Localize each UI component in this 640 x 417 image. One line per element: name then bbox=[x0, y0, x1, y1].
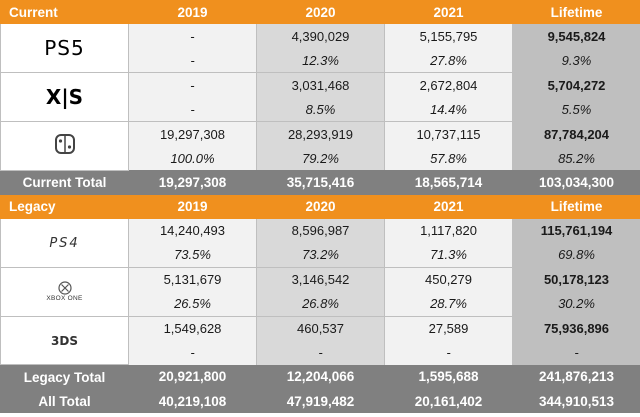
3ds-pct-2021: - bbox=[384, 340, 513, 365]
switch-2021: 10,737,115 bbox=[384, 121, 513, 146]
xbox-one-units-row: XBOX ONE 5,131,679 3,146,542 450,279 50,… bbox=[0, 267, 640, 317]
xbox-series-logo: X|S bbox=[0, 72, 129, 122]
xs-2020: 3,031,468 bbox=[256, 72, 385, 97]
ps4-2020: 8,596,987 bbox=[256, 218, 385, 243]
ps4-pct-2019: 73.5% bbox=[128, 242, 257, 268]
ps5-pct-2020: 12.3% bbox=[256, 48, 385, 73]
header-2020: 2020 bbox=[256, 0, 385, 24]
current-total-2019: 19,297,308 bbox=[128, 170, 257, 195]
legacy-total-label: Legacy Total bbox=[0, 364, 129, 389]
3ds-pct-row: - - - - bbox=[1, 340, 640, 365]
xb1-pct-2019: 26.5% bbox=[128, 291, 257, 317]
legacy-total-2019: 20,921,800 bbox=[128, 364, 257, 389]
current-total-row: Current Total 19,297,308 35,715,416 18,5… bbox=[0, 170, 640, 195]
current-header-row: Current 2019 2020 2021 Lifetime bbox=[0, 0, 640, 24]
switch-pct-2020: 79.2% bbox=[256, 146, 385, 170]
xs-pct-2019: - bbox=[128, 97, 257, 122]
switch-lifetime: 87,784,204 bbox=[512, 121, 640, 146]
header-lifetime: Lifetime bbox=[512, 0, 640, 24]
3ds-2021: 27,589 bbox=[384, 316, 513, 341]
ps5-lifetime: 9,545,824 bbox=[512, 24, 640, 48]
all-total-row: All Total 40,219,108 47,919,482 20,161,4… bbox=[0, 389, 640, 413]
all-total-2020: 47,919,482 bbox=[256, 389, 385, 413]
switch-logo-icon bbox=[0, 121, 129, 171]
ps4-pct-row: 73.5% 73.2% 71.3% 69.8% bbox=[1, 242, 640, 268]
ps4-logo: PS4 bbox=[0, 218, 129, 268]
switch-2019: 19,297,308 bbox=[128, 121, 257, 146]
ps4-pct-2021: 71.3% bbox=[384, 242, 513, 268]
ps5-pct-row: - 12.3% 27.8% 9.3% bbox=[1, 48, 640, 73]
xs-lifetime: 5,704,272 bbox=[512, 72, 640, 97]
3ds-pct-2019: - bbox=[128, 340, 257, 365]
xs-pct-2021: 14.4% bbox=[384, 97, 513, 122]
switch-logo-icon bbox=[54, 134, 75, 155]
xs-2019: - bbox=[128, 72, 257, 97]
header-2021: 2021 bbox=[384, 0, 513, 24]
legacy-header-lifetime: Lifetime bbox=[512, 194, 640, 219]
3ds-lifetime: 75,936,896 bbox=[512, 316, 640, 341]
3ds-units-row: 3DS 1,549,628 460,537 27,589 75,936,896 bbox=[0, 316, 640, 365]
ps4-pct-2020: 73.2% bbox=[256, 242, 385, 268]
xb1-pct-2020: 26.8% bbox=[256, 291, 385, 317]
xb1-2019: 5,131,679 bbox=[128, 267, 257, 292]
xb1-lifetime: 50,178,123 bbox=[512, 267, 640, 292]
xs-pct-lifetime: 5.5% bbox=[512, 97, 640, 122]
3ds-2019: 1,549,628 bbox=[128, 316, 257, 341]
xbox-one-logo: XBOX ONE bbox=[0, 267, 129, 317]
all-total-2019: 40,219,108 bbox=[128, 389, 257, 413]
all-total-lifetime: 344,910,513 bbox=[512, 389, 640, 413]
switch-2020: 28,293,919 bbox=[256, 121, 385, 146]
3ds-pct-2020: - bbox=[256, 340, 385, 365]
current-header-label: Current bbox=[0, 0, 129, 24]
xbox-logo-icon bbox=[57, 281, 72, 295]
current-total-2020: 35,715,416 bbox=[256, 170, 385, 195]
legacy-total-row: Legacy Total 20,921,800 12,204,066 1,595… bbox=[0, 364, 640, 389]
all-total-2021: 20,161,402 bbox=[384, 389, 513, 413]
xs-2021: 2,672,804 bbox=[384, 72, 513, 97]
legacy-total-2021: 1,595,688 bbox=[384, 364, 513, 389]
3ds-logo: 3DS bbox=[0, 316, 129, 365]
legacy-header-2019: 2019 bbox=[128, 194, 257, 219]
current-total-2021: 18,565,714 bbox=[384, 170, 513, 195]
ps5-2019: - bbox=[128, 24, 257, 48]
xbox-xs-units-row: X|S - 3,031,468 2,672,804 5,704,272 bbox=[0, 72, 640, 122]
ps5-units-row: PS5 - 4,390,029 5,155,795 9,545,824 bbox=[0, 24, 640, 73]
legacy-total-lifetime: 241,876,213 bbox=[512, 364, 640, 389]
xb1-2021: 450,279 bbox=[384, 267, 513, 292]
legacy-header-label: Legacy bbox=[0, 194, 129, 219]
switch-pct-2019: 100.0% bbox=[128, 146, 257, 170]
xbox-xs-pct-row: - 8.5% 14.4% 5.5% bbox=[1, 97, 640, 122]
ps5-2020: 4,390,029 bbox=[256, 24, 385, 48]
ps4-2021: 1,117,820 bbox=[384, 218, 513, 243]
current-total-lifetime: 103,034,300 bbox=[512, 170, 640, 195]
ps5-pct-2021: 27.8% bbox=[384, 48, 513, 73]
3ds-2020: 460,537 bbox=[256, 316, 385, 341]
xbox-one-pct-row: 26.5% 26.8% 28.7% 30.2% bbox=[1, 291, 640, 317]
legacy-header-row: Legacy 2019 2020 2021 Lifetime bbox=[0, 194, 640, 219]
switch-units-row: 19,297,308 28,293,919 10,737,115 87,784,… bbox=[0, 121, 640, 171]
legacy-header-2020: 2020 bbox=[256, 194, 385, 219]
ps4-lifetime: 115,761,194 bbox=[512, 218, 640, 243]
ps5-pct-2019: - bbox=[128, 48, 257, 73]
xs-pct-2020: 8.5% bbox=[256, 97, 385, 122]
switch-pct-row: 100.0% 79.2% 57.8% 85.2% bbox=[1, 146, 640, 170]
switch-pct-2021: 57.8% bbox=[384, 146, 513, 170]
header-2019: 2019 bbox=[128, 0, 257, 24]
legacy-total-2020: 12,204,066 bbox=[256, 364, 385, 389]
ps4-2019: 14,240,493 bbox=[128, 218, 257, 243]
current-total-label: Current Total bbox=[0, 170, 129, 195]
ps5-2021: 5,155,795 bbox=[384, 24, 513, 48]
xb1-pct-2021: 28.7% bbox=[384, 291, 513, 317]
switch-pct-lifetime: 85.2% bbox=[512, 146, 640, 170]
ps4-units-row: PS4 14,240,493 8,596,987 1,117,820 115,7… bbox=[0, 218, 640, 268]
ps4-pct-lifetime: 69.8% bbox=[512, 242, 640, 268]
xb1-2020: 3,146,542 bbox=[256, 267, 385, 292]
all-total-label: All Total bbox=[0, 389, 129, 413]
xb1-pct-lifetime: 30.2% bbox=[512, 291, 640, 317]
ps5-logo: PS5 bbox=[0, 24, 129, 73]
ps5-pct-lifetime: 9.3% bbox=[512, 48, 640, 73]
3ds-pct-lifetime: - bbox=[512, 340, 640, 365]
legacy-header-2021: 2021 bbox=[384, 194, 513, 219]
